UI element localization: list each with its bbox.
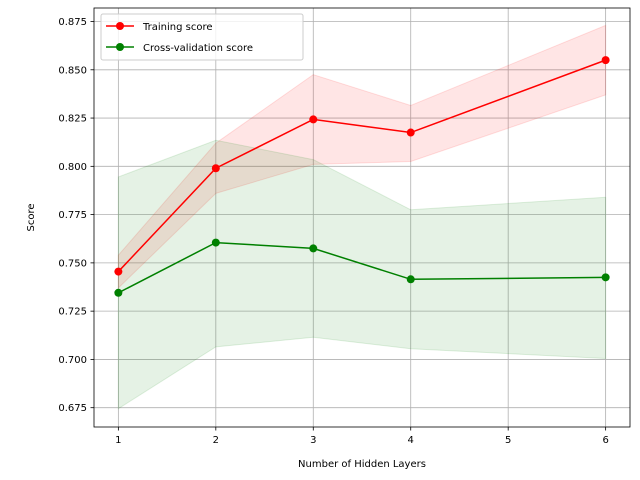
axis-ticks: 1 2 3 4 5 6 0.675 0.700 0.725 0.750 0.775 0.800 0.82… xyxy=(58,17,608,446)
confidence-band-0 xyxy=(117,24,607,290)
data-point xyxy=(114,288,123,297)
legend-label: Cross-validation score xyxy=(143,43,253,54)
x-tick-label: 4 xyxy=(408,435,414,446)
legend: Training score Cross-validation score xyxy=(100,13,304,61)
x-tick-label: 1 xyxy=(115,435,121,446)
x-tick-label: 2 xyxy=(213,435,219,446)
y-tick-label: 0.675 xyxy=(58,403,87,414)
confidence-bands xyxy=(117,24,607,410)
y-axis-label: Score xyxy=(26,203,37,231)
series-markers xyxy=(114,56,610,297)
data-point xyxy=(406,275,415,284)
data-point xyxy=(114,267,123,276)
x-tick-label: 3 xyxy=(310,435,316,446)
y-tick-label: 0.850 xyxy=(58,65,87,76)
legend-marker xyxy=(116,43,124,51)
confidence-band-1 xyxy=(117,139,607,410)
y-tick-label: 0.825 xyxy=(58,114,87,125)
plot-frame xyxy=(93,7,631,428)
data-point xyxy=(601,56,610,65)
grid-lines xyxy=(94,8,630,427)
legend-marker xyxy=(116,22,124,30)
y-tick-label: 0.700 xyxy=(58,355,87,366)
y-tick-label: 0.750 xyxy=(58,258,87,269)
y-tick-label: 0.725 xyxy=(58,307,87,318)
y-tick-label: 0.775 xyxy=(58,210,87,221)
x-tick-label: 5 xyxy=(505,435,511,446)
y-tick-label: 0.875 xyxy=(58,17,87,28)
data-point xyxy=(309,115,318,124)
x-axis-label: Number of Hidden Layers xyxy=(298,459,426,470)
y-tick-label: 0.800 xyxy=(58,162,87,173)
x-tick-label: 6 xyxy=(602,435,608,446)
data-point xyxy=(309,244,318,253)
data-point xyxy=(211,164,220,173)
data-point xyxy=(406,128,415,137)
legend-label: Training score xyxy=(142,22,213,33)
data-point xyxy=(211,238,220,247)
data-point xyxy=(601,273,610,282)
legend-box xyxy=(100,13,304,61)
